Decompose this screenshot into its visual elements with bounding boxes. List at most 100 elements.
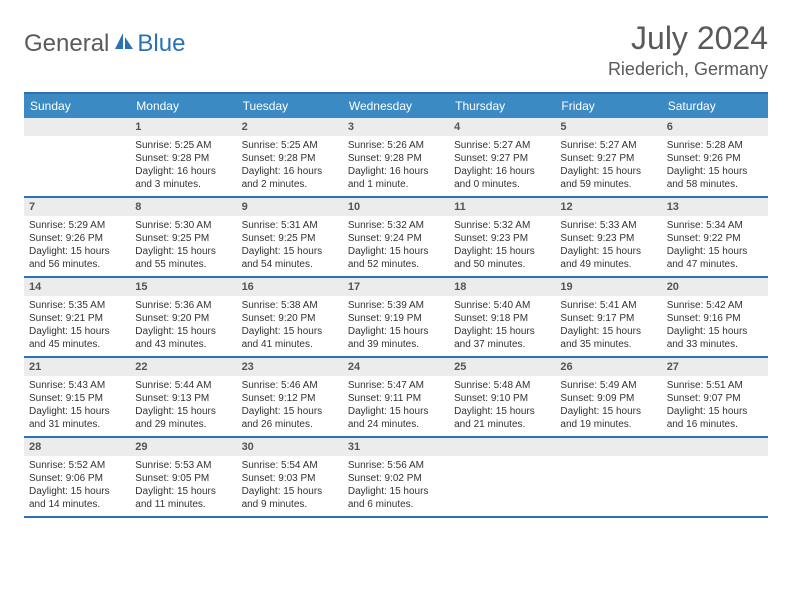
day-content: Sunrise: 5:48 AMSunset: 9:10 PMDaylight:… <box>449 376 555 434</box>
daylight1-text: Daylight: 15 hours <box>29 485 125 498</box>
day-number: 28 <box>24 438 130 456</box>
sunset-text: Sunset: 9:06 PM <box>29 472 125 485</box>
day-cell-empty <box>449 438 555 516</box>
day-content: Sunrise: 5:36 AMSunset: 9:20 PMDaylight:… <box>130 296 236 354</box>
daylight2-text: and 43 minutes. <box>135 338 231 351</box>
calendar: SundayMondayTuesdayWednesdayThursdayFrid… <box>24 92 768 518</box>
daylight1-text: Daylight: 15 hours <box>667 165 763 178</box>
day-number <box>449 438 555 456</box>
daylight1-text: Daylight: 15 hours <box>29 245 125 258</box>
sunrise-text: Sunrise: 5:32 AM <box>454 219 550 232</box>
daylight2-text: and 56 minutes. <box>29 258 125 271</box>
day-content: Sunrise: 5:30 AMSunset: 9:25 PMDaylight:… <box>130 216 236 274</box>
sunrise-text: Sunrise: 5:56 AM <box>348 459 444 472</box>
day-header-monday: Monday <box>130 94 236 118</box>
daylight2-text: and 39 minutes. <box>348 338 444 351</box>
daylight1-text: Daylight: 15 hours <box>560 325 656 338</box>
daylight2-text: and 21 minutes. <box>454 418 550 431</box>
daylight2-text: and 55 minutes. <box>135 258 231 271</box>
daylight1-text: Daylight: 15 hours <box>348 245 444 258</box>
day-header-friday: Friday <box>555 94 661 118</box>
day-content: Sunrise: 5:49 AMSunset: 9:09 PMDaylight:… <box>555 376 661 434</box>
daylight1-text: Daylight: 15 hours <box>135 405 231 418</box>
sunrise-text: Sunrise: 5:29 AM <box>29 219 125 232</box>
day-cell: 8Sunrise: 5:30 AMSunset: 9:25 PMDaylight… <box>130 198 236 276</box>
day-cell: 9Sunrise: 5:31 AMSunset: 9:25 PMDaylight… <box>237 198 343 276</box>
day-content: Sunrise: 5:39 AMSunset: 9:19 PMDaylight:… <box>343 296 449 354</box>
sunset-text: Sunset: 9:26 PM <box>667 152 763 165</box>
day-cell: 5Sunrise: 5:27 AMSunset: 9:27 PMDaylight… <box>555 118 661 196</box>
day-number: 3 <box>343 118 449 136</box>
sunrise-text: Sunrise: 5:34 AM <box>667 219 763 232</box>
daylight2-text: and 31 minutes. <box>29 418 125 431</box>
sunset-text: Sunset: 9:28 PM <box>135 152 231 165</box>
sail-icon <box>113 31 135 58</box>
daylight2-text: and 0 minutes. <box>454 178 550 191</box>
sunrise-text: Sunrise: 5:31 AM <box>242 219 338 232</box>
sunset-text: Sunset: 9:15 PM <box>29 392 125 405</box>
sunset-text: Sunset: 9:11 PM <box>348 392 444 405</box>
day-number: 6 <box>662 118 768 136</box>
day-number: 26 <box>555 358 661 376</box>
daylight1-text: Daylight: 16 hours <box>348 165 444 178</box>
daylight2-text: and 50 minutes. <box>454 258 550 271</box>
sunrise-text: Sunrise: 5:54 AM <box>242 459 338 472</box>
day-header-saturday: Saturday <box>662 94 768 118</box>
daylight1-text: Daylight: 15 hours <box>348 485 444 498</box>
day-number: 27 <box>662 358 768 376</box>
day-content: Sunrise: 5:28 AMSunset: 9:26 PMDaylight:… <box>662 136 768 194</box>
day-content: Sunrise: 5:27 AMSunset: 9:27 PMDaylight:… <box>555 136 661 194</box>
day-cell: 1Sunrise: 5:25 AMSunset: 9:28 PMDaylight… <box>130 118 236 196</box>
day-cell: 11Sunrise: 5:32 AMSunset: 9:23 PMDayligh… <box>449 198 555 276</box>
day-cell: 18Sunrise: 5:40 AMSunset: 9:18 PMDayligh… <box>449 278 555 356</box>
day-content: Sunrise: 5:53 AMSunset: 9:05 PMDaylight:… <box>130 456 236 514</box>
day-cell: 14Sunrise: 5:35 AMSunset: 9:21 PMDayligh… <box>24 278 130 356</box>
daylight1-text: Daylight: 15 hours <box>348 325 444 338</box>
day-cell: 28Sunrise: 5:52 AMSunset: 9:06 PMDayligh… <box>24 438 130 516</box>
sunrise-text: Sunrise: 5:27 AM <box>560 139 656 152</box>
day-cell: 21Sunrise: 5:43 AMSunset: 9:15 PMDayligh… <box>24 358 130 436</box>
day-cell: 23Sunrise: 5:46 AMSunset: 9:12 PMDayligh… <box>237 358 343 436</box>
daylight1-text: Daylight: 15 hours <box>29 325 125 338</box>
day-content: Sunrise: 5:31 AMSunset: 9:25 PMDaylight:… <box>237 216 343 274</box>
daylight2-text: and 52 minutes. <box>348 258 444 271</box>
day-content: Sunrise: 5:40 AMSunset: 9:18 PMDaylight:… <box>449 296 555 354</box>
daylight2-text: and 33 minutes. <box>667 338 763 351</box>
day-number: 23 <box>237 358 343 376</box>
sunset-text: Sunset: 9:27 PM <box>454 152 550 165</box>
day-content: Sunrise: 5:43 AMSunset: 9:15 PMDaylight:… <box>24 376 130 434</box>
sunset-text: Sunset: 9:20 PM <box>135 312 231 325</box>
daylight2-text: and 58 minutes. <box>667 178 763 191</box>
sunset-text: Sunset: 9:26 PM <box>29 232 125 245</box>
daylight1-text: Daylight: 16 hours <box>454 165 550 178</box>
day-number <box>662 438 768 456</box>
day-number: 13 <box>662 198 768 216</box>
daylight2-text: and 6 minutes. <box>348 498 444 511</box>
day-content: Sunrise: 5:35 AMSunset: 9:21 PMDaylight:… <box>24 296 130 354</box>
day-number: 31 <box>343 438 449 456</box>
sunrise-text: Sunrise: 5:51 AM <box>667 379 763 392</box>
weeks-container: 1Sunrise: 5:25 AMSunset: 9:28 PMDaylight… <box>24 118 768 518</box>
day-number: 1 <box>130 118 236 136</box>
day-number: 20 <box>662 278 768 296</box>
daylight1-text: Daylight: 15 hours <box>29 405 125 418</box>
daylight2-text: and 3 minutes. <box>135 178 231 191</box>
day-content: Sunrise: 5:25 AMSunset: 9:28 PMDaylight:… <box>237 136 343 194</box>
day-number: 10 <box>343 198 449 216</box>
day-number: 24 <box>343 358 449 376</box>
sunrise-text: Sunrise: 5:44 AM <box>135 379 231 392</box>
week-row: 28Sunrise: 5:52 AMSunset: 9:06 PMDayligh… <box>24 438 768 518</box>
daylight2-text: and 41 minutes. <box>242 338 338 351</box>
sunrise-text: Sunrise: 5:43 AM <box>29 379 125 392</box>
daylight1-text: Daylight: 15 hours <box>135 245 231 258</box>
sunset-text: Sunset: 9:23 PM <box>560 232 656 245</box>
sunset-text: Sunset: 9:18 PM <box>454 312 550 325</box>
week-row: 1Sunrise: 5:25 AMSunset: 9:28 PMDaylight… <box>24 118 768 198</box>
day-content: Sunrise: 5:41 AMSunset: 9:17 PMDaylight:… <box>555 296 661 354</box>
day-content: Sunrise: 5:47 AMSunset: 9:11 PMDaylight:… <box>343 376 449 434</box>
day-cell: 29Sunrise: 5:53 AMSunset: 9:05 PMDayligh… <box>130 438 236 516</box>
sunrise-text: Sunrise: 5:41 AM <box>560 299 656 312</box>
day-cell: 26Sunrise: 5:49 AMSunset: 9:09 PMDayligh… <box>555 358 661 436</box>
sunset-text: Sunset: 9:25 PM <box>135 232 231 245</box>
sunrise-text: Sunrise: 5:48 AM <box>454 379 550 392</box>
